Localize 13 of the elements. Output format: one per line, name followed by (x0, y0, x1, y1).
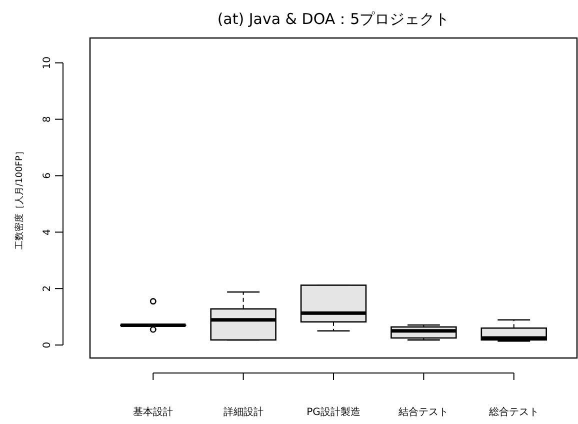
x-tick-label: 基本設計 (133, 406, 174, 418)
y-tick-label: 2 (42, 285, 53, 292)
x-tick-label: 総合テスト (488, 406, 539, 418)
y-tick-label: 10 (42, 56, 53, 70)
chart-title: (at) Java & DOA：5プロジェクト (217, 10, 450, 28)
x-tick-label: PG設計製造 (306, 406, 360, 418)
y-tick-label: 6 (42, 172, 53, 179)
y-tick-label: 8 (42, 116, 53, 122)
y-tick-label: 0 (42, 342, 53, 348)
x-tick-label: 詳細設計 (223, 406, 264, 418)
y-tick-label: 4 (42, 228, 53, 236)
y-axis-title: 工数密度［人月/100FP］ (14, 146, 25, 250)
x-tick-label: 結合テスト (398, 406, 449, 418)
